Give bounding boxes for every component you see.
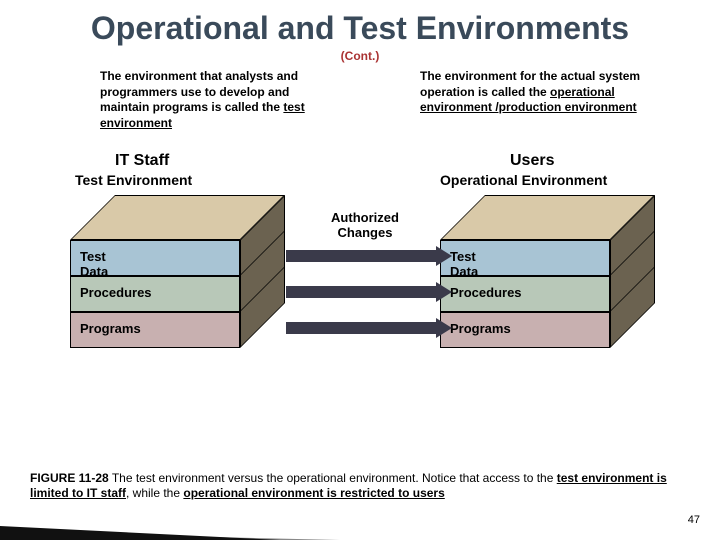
descriptions: The environment that analysts and progra… (0, 63, 720, 131)
caption-fig: FIGURE 11-28 (30, 471, 109, 485)
figure-caption: FIGURE 11-28 The test environment versus… (30, 471, 690, 502)
left-sub: Test Environment (75, 172, 192, 188)
right-layer-2: Programs (450, 321, 511, 336)
desc-left: The environment that analysts and progra… (100, 69, 330, 131)
desc-left-pre: The environment that analysts and progra… (100, 69, 298, 114)
left-header: IT Staff (115, 152, 169, 170)
caption-body: The test environment versus the operatio… (109, 471, 557, 485)
right-layer-0: Test Data (450, 249, 478, 279)
right-header: Users (510, 152, 554, 170)
left-layer-1: Procedures (80, 285, 152, 300)
caption-u2: operational environment is restricted to… (183, 486, 444, 500)
page-title: Operational and Test Environments (0, 0, 720, 47)
caption-mid: , while the (126, 486, 183, 500)
left-layer-2: Programs (80, 321, 141, 336)
diagram-area: IT Staff Test Environment Test Data Proc… (40, 180, 680, 440)
deco-wedge-dark (0, 526, 280, 540)
right-layer-1: Procedures (450, 285, 522, 300)
right-sub: Operational Environment (440, 172, 607, 188)
page-number: 47 (688, 514, 700, 526)
desc-right: The environment for the actual system op… (420, 69, 650, 131)
cont-marker: (Cont.) (0, 49, 720, 63)
center-label: Authorized Changes (315, 210, 415, 240)
left-layer-0: Test Data (80, 249, 108, 279)
